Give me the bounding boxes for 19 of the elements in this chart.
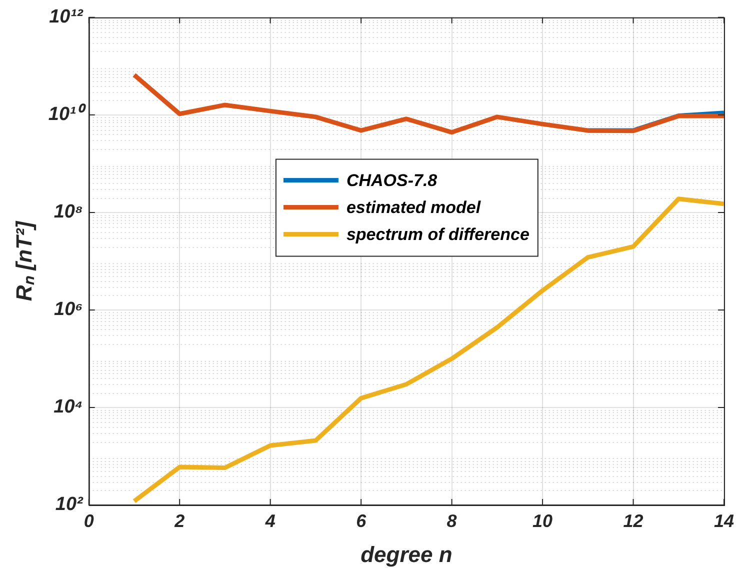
x-tick-label: 6 — [356, 510, 368, 531]
legend-label: CHAOS-7.8 — [346, 170, 438, 190]
legend-label: spectrum of difference — [346, 224, 530, 244]
y-axis-title: Rₙ [nT²] — [11, 220, 36, 302]
x-tick-label: 12 — [623, 510, 644, 531]
x-tick-label: 8 — [446, 510, 457, 531]
y-tick-label: 10⁸ — [54, 202, 83, 223]
x-tick-label: 10 — [532, 510, 553, 531]
x-tick-label: 14 — [714, 510, 734, 531]
y-tick-label: 10⁴ — [54, 396, 83, 418]
x-axis-title: degree n — [360, 542, 452, 567]
x-tick-label: 2 — [174, 510, 185, 531]
x-tick-label: 0 — [84, 510, 94, 531]
legend-label: estimated model — [346, 198, 482, 217]
y-tick-label: 10⁶ — [54, 299, 83, 320]
x-tick-label: 4 — [264, 510, 276, 531]
y-tick-label: 10² — [55, 494, 84, 516]
y-tick-label: 10¹⁰ — [48, 103, 87, 126]
y-tick-label: 10¹² — [49, 6, 84, 28]
